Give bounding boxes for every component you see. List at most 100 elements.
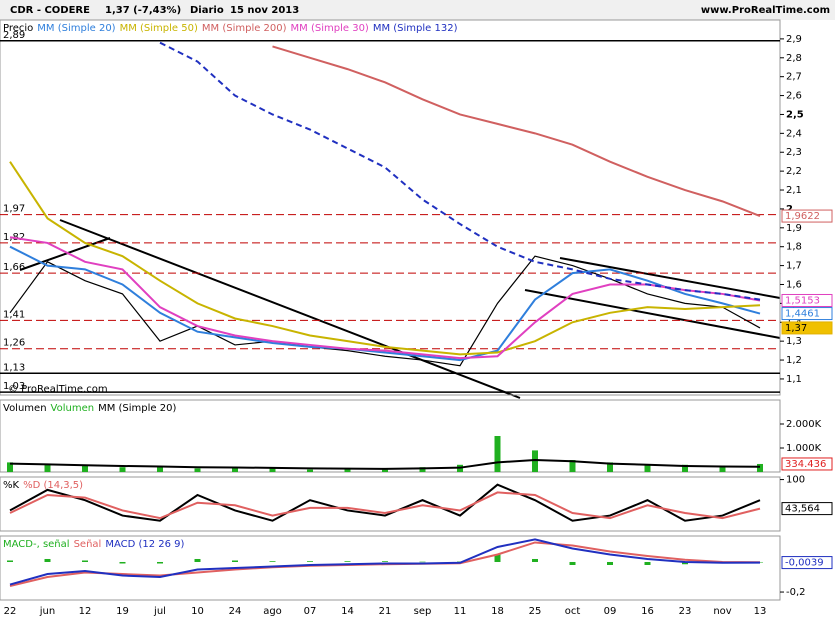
bar — [157, 466, 163, 472]
x-tick-label: 25 — [529, 606, 542, 617]
x-tick-label: 16 — [641, 606, 654, 617]
last-value-box — [781, 556, 833, 570]
bar — [7, 462, 13, 472]
legend-entry: MM (Simple 50) — [120, 23, 198, 34]
y-tick-label: 2,2 — [786, 166, 802, 177]
y-tick-label: 2.000K — [786, 419, 822, 430]
legend-entry: Señal — [74, 539, 102, 550]
bar — [269, 561, 276, 562]
x-tick-label: ago — [263, 606, 282, 617]
series-line — [9, 255, 761, 367]
y-tick-label: 2,8 — [786, 53, 802, 64]
bar — [232, 467, 238, 472]
panel — [0, 399, 781, 473]
bar — [194, 558, 201, 562]
last-value-box — [781, 293, 833, 307]
bar — [569, 460, 576, 472]
x-tick-label: 19 — [116, 606, 129, 617]
bar — [757, 463, 763, 472]
y-tick-label: 2,3 — [786, 147, 802, 158]
series-line — [9, 236, 761, 360]
header-bar — [0, 0, 835, 20]
x-tick-label: jul — [153, 606, 166, 617]
bar — [307, 469, 313, 472]
bar — [569, 561, 576, 565]
level-label: 1,03 — [3, 381, 25, 392]
y-tick-label: 2,7 — [786, 72, 802, 83]
x-tick-label: 12 — [79, 606, 92, 617]
bar — [532, 450, 538, 472]
bar — [157, 561, 163, 564]
x-tick-label: oct — [565, 606, 581, 617]
legend-entry: MACD (12 26 9) — [105, 539, 184, 550]
level-label: 1,41 — [3, 309, 25, 320]
last-value-box — [781, 502, 833, 516]
level-label: 2,89 — [3, 30, 25, 41]
y-tick-label: 2 — [786, 204, 793, 215]
x-tick-label: 09 — [604, 606, 617, 617]
y-tick-label: 1,2 — [786, 355, 802, 366]
bar — [419, 561, 426, 563]
legend-entry: MM (Simple 20) — [37, 23, 115, 34]
y-tick-label: 1,3 — [786, 336, 802, 347]
y-tick-label: 2,4 — [786, 128, 802, 139]
last-value-box — [781, 457, 833, 471]
trend-line — [19, 237, 111, 271]
site: www.ProRealTime.com — [701, 5, 830, 16]
x-tick-label: 22 — [4, 606, 17, 617]
bar — [682, 561, 688, 565]
y-tick-label: 2,6 — [786, 91, 802, 102]
y-tick-label: 1,8 — [786, 242, 802, 253]
y-tick-label: 2,5 — [786, 109, 804, 120]
legend-entry: %K — [3, 480, 20, 491]
last-value-label: 1,4461 — [785, 309, 820, 320]
bar — [532, 558, 538, 562]
last-value-label: 1,9622 — [785, 211, 820, 222]
series-line — [9, 538, 761, 586]
bar — [382, 561, 388, 562]
bar — [644, 561, 651, 565]
bar — [607, 561, 613, 565]
bar — [44, 464, 51, 472]
x-tick-label: 14 — [341, 606, 354, 617]
bar — [344, 468, 351, 472]
bar — [232, 560, 238, 562]
legend-entry: %D (14,3,5) — [23, 480, 83, 491]
level-label: 1,66 — [3, 262, 25, 273]
period: Diario — [190, 5, 224, 16]
y-tick-label: 1.000K — [786, 443, 822, 454]
x-tick-label: 23 — [679, 606, 692, 617]
bar — [682, 464, 688, 472]
legend-entry: MM (Simple 132) — [373, 23, 458, 34]
legend-entry: MM (Simple 20) — [98, 403, 176, 414]
bar — [307, 561, 313, 562]
x-tick-label: 13 — [754, 606, 767, 617]
copyright: © ProRealTime.com — [8, 384, 108, 395]
bar — [119, 467, 126, 472]
x-tick-label: 21 — [379, 606, 392, 617]
y-tick-label: 1,7 — [786, 261, 802, 272]
y-tick-label: 2,9 — [786, 34, 802, 45]
bar — [494, 554, 501, 562]
series-line — [9, 161, 761, 356]
y-tick-label: 1,9 — [786, 223, 802, 234]
bar — [382, 469, 388, 472]
bar — [419, 467, 426, 472]
trend-line — [59, 219, 521, 399]
x-tick-label: 10 — [191, 606, 204, 617]
symbol: CDR - CODERE — [10, 5, 90, 16]
series-line — [9, 458, 761, 470]
series-line — [272, 45, 761, 217]
last-value-label: -0,0039 — [785, 558, 824, 569]
y-tick-label: 1,6 — [786, 279, 802, 290]
y-tick-label: 2,1 — [786, 185, 802, 196]
x-tick-label: 18 — [491, 606, 504, 617]
x-tick-label: sep — [414, 606, 432, 617]
quote: 1,37 (-7,43%) — [105, 5, 181, 16]
level-label: 1,13 — [3, 362, 25, 373]
trend-line — [559, 257, 781, 299]
y-tick-label: 1,1 — [786, 374, 802, 385]
x-tick-label: 24 — [229, 606, 242, 617]
last-value-label: 43,564 — [785, 504, 820, 515]
